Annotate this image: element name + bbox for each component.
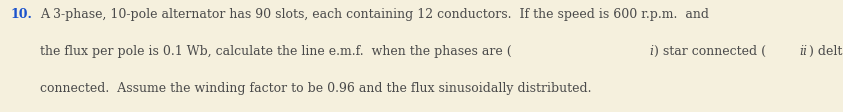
Text: ) delta: ) delta [809,45,843,58]
Text: 10.: 10. [11,8,33,21]
Text: i: i [649,45,653,58]
Text: ii: ii [799,45,807,58]
Text: connected.  Assume the winding factor to be 0.96 and the flux sinusoidally distr: connected. Assume the winding factor to … [40,82,592,95]
Text: the flux per pole is 0.1 Wb, calculate the line e.m.f.  when the phases are (: the flux per pole is 0.1 Wb, calculate t… [40,45,513,58]
Text: A 3-phase, 10-pole alternator has 90 slots, each containing 12 conductors.  If t: A 3-phase, 10-pole alternator has 90 slo… [40,8,710,21]
Text: ) star connected (: ) star connected ( [654,45,766,58]
